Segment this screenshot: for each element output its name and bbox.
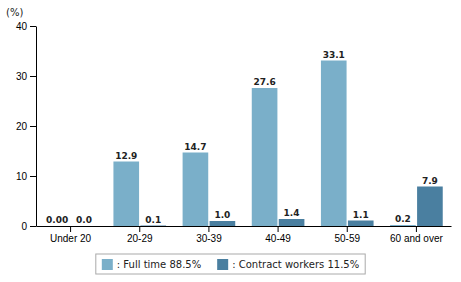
data-label: 0.1 <box>145 215 161 225</box>
data-label: 1.4 <box>284 208 300 218</box>
legend-item: : Contract workers 11.5% <box>217 259 359 270</box>
tick: 50-59 <box>334 226 360 244</box>
tick: Under 20 <box>50 226 92 244</box>
bar <box>252 88 278 226</box>
tick-label: Under 20 <box>50 233 92 244</box>
legend: : Full time 88.5% : Contract workers 11.5… <box>96 254 365 274</box>
tick: 40-49 <box>265 226 291 244</box>
tick-mark <box>30 176 36 177</box>
data-label: 1.0 <box>214 210 230 220</box>
tick-label: 40 <box>16 21 28 32</box>
tick-label: 50-59 <box>334 233 360 244</box>
bar <box>183 153 209 227</box>
tick-mark <box>208 226 209 232</box>
tick-mark <box>278 226 279 232</box>
bars <box>113 61 442 227</box>
plot: 0.00 12.9 14.7 27.6 33.1 0.2 0.0 0.1 1.0 1.4 1.1 7.… <box>16 21 452 244</box>
tick-label: 60 and over <box>390 233 443 244</box>
tick: 40 <box>16 21 36 32</box>
tick-label: 40-49 <box>265 233 291 244</box>
tick: 30-39 <box>196 226 222 244</box>
bar-series <box>140 187 442 227</box>
data-label: 7.9 <box>422 176 438 186</box>
tick-mark <box>139 226 140 232</box>
tick-label: 0 <box>21 221 27 232</box>
bar-series <box>113 61 415 227</box>
data-label: 14.7 <box>184 142 206 152</box>
bar <box>44 226 70 227</box>
legend-label: : Contract workers 11.5% <box>232 259 359 270</box>
tick: 20-29 <box>127 226 153 244</box>
legend-swatch <box>217 259 228 270</box>
data-label: 33.1 <box>323 50 345 60</box>
data-labels: 0.00 12.9 14.7 27.6 33.1 0.2 0.0 0.1 1.0 1.4 1.1 7.… <box>46 50 438 226</box>
x-axis: Under 20 20-29 30-39 40-49 50-59 60 and over <box>37 226 452 244</box>
chart: 0.00 12.9 14.7 27.6 33.1 0.2 0.0 0.1 1.0 1.4 1.1 7.… <box>0 0 461 282</box>
bar <box>417 187 443 227</box>
bar <box>348 221 374 227</box>
data-label: 1.1 <box>353 210 369 220</box>
data-label: 0.00 <box>46 215 68 225</box>
axis-title: (%) <box>6 7 23 18</box>
legend-box <box>96 254 365 274</box>
bar <box>279 219 305 226</box>
data-label: 0.0 <box>76 215 92 225</box>
legend-swatch <box>102 259 113 270</box>
bar <box>140 225 166 226</box>
tick-label: 30-39 <box>196 233 222 244</box>
tick-mark <box>30 226 36 227</box>
tick-label: 20 <box>16 121 28 132</box>
bar <box>390 225 416 226</box>
tick: 60 and over <box>390 226 443 244</box>
data-label: 12.9 <box>115 151 137 161</box>
tick-label: 30 <box>16 71 28 82</box>
bar <box>71 226 97 227</box>
y-axis: 0 10 20 30 40 <box>16 21 37 232</box>
tick: 20 <box>16 121 36 132</box>
tick-label: 10 <box>16 171 28 182</box>
legend-item: : Full time 88.5% <box>102 259 201 270</box>
tick-label: 20-29 <box>127 233 153 244</box>
tick: 30 <box>16 71 36 82</box>
tick-mark <box>30 126 36 127</box>
tick: 0 <box>21 221 36 232</box>
data-label: 27.6 <box>253 77 275 87</box>
bar <box>210 221 236 226</box>
tick: 10 <box>16 171 36 182</box>
tick-mark <box>70 226 71 232</box>
legend-label: : Full time 88.5% <box>117 259 201 270</box>
tick-mark <box>347 226 348 232</box>
bar <box>113 162 139 227</box>
bar <box>321 61 347 227</box>
tick-mark <box>416 226 417 232</box>
axis-line <box>37 226 452 227</box>
tick-mark <box>30 26 36 27</box>
axis-line <box>36 27 37 227</box>
data-label: 0.2 <box>395 214 411 224</box>
tick-mark <box>30 76 36 77</box>
